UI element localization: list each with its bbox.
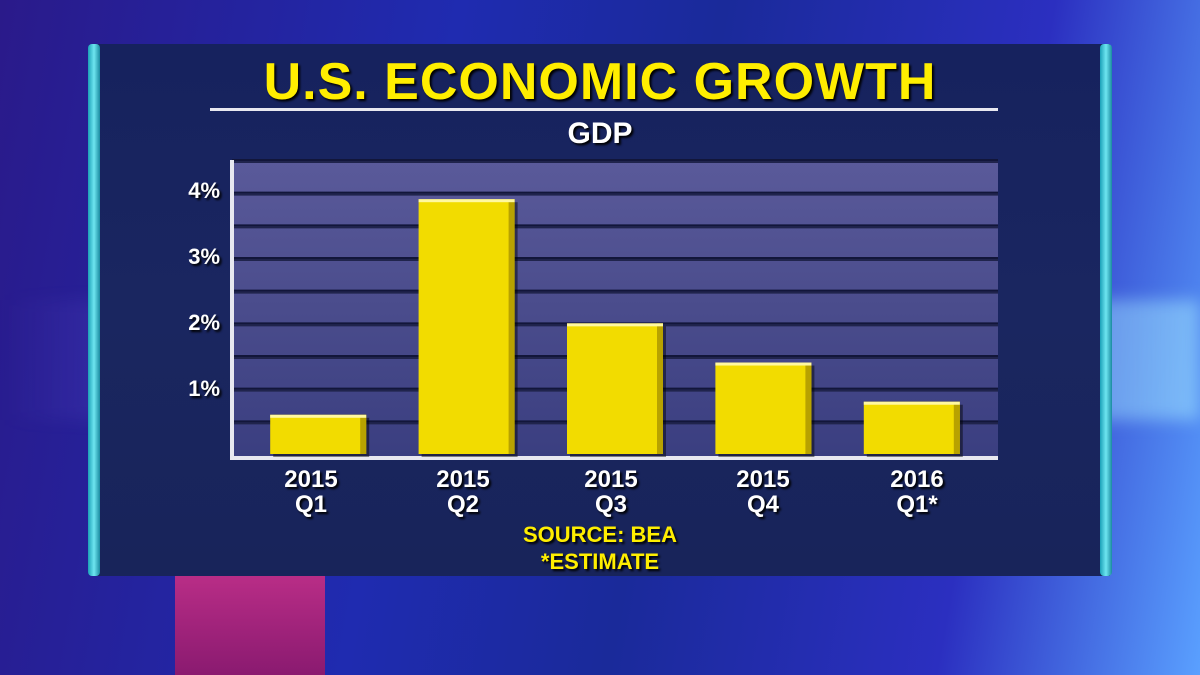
x-tick-quarter: Q4 — [746, 491, 779, 518]
bar-edge-1 — [508, 199, 515, 454]
x-tick-year: 2015 — [436, 466, 490, 493]
chart-title: U.S. ECONOMIC GROWTH — [263, 53, 937, 111]
bar-highlight-4 — [863, 401, 960, 405]
estimate-note: *ESTIMATE — [540, 549, 660, 574]
panel-left-edge — [88, 44, 100, 576]
background-pink-block — [175, 560, 325, 675]
y-tick-label-3: 3% — [188, 244, 220, 269]
bar-highlight-3 — [715, 362, 812, 366]
x-tick-label-2015-q3: 2015 Q3 — [556, 467, 666, 517]
y-tick-label-1: 1% — [188, 376, 220, 401]
x-tick-quarter: Q1* — [896, 491, 938, 518]
bar-edge-2 — [657, 323, 663, 454]
title-divider — [210, 108, 998, 111]
x-tick-year: 2015 — [584, 466, 638, 493]
x-tick-year: 2015 — [284, 466, 338, 493]
bar-highlight-2 — [567, 323, 663, 327]
bar-edge-4 — [953, 401, 960, 454]
bar-highlight-1 — [418, 199, 515, 203]
bar-0 — [270, 414, 367, 454]
bar-4 — [863, 401, 960, 454]
x-tick-label-2016-q1: 2016 Q1* — [862, 467, 972, 517]
x-tick-quarter: Q3 — [594, 491, 627, 518]
x-tick-year: 2016 — [890, 466, 944, 493]
x-tick-label-2015-q1: 2015 Q1 — [256, 467, 366, 517]
y-tick-label-4: 4% — [188, 178, 220, 203]
bar-3 — [715, 362, 812, 454]
source-note: SOURCE: BEA — [522, 522, 677, 547]
bar-edge-0 — [360, 414, 367, 454]
panel-right-edge — [1100, 44, 1112, 576]
x-tick-year: 2015 — [736, 466, 790, 493]
x-tick-quarter: Q2 — [446, 491, 479, 518]
bar-2 — [567, 323, 663, 454]
chart-subtitle: GDP — [567, 117, 633, 150]
bar-edge-3 — [805, 362, 812, 454]
x-tick-label-2015-q2: 2015 Q2 — [408, 467, 518, 517]
bar-1 — [418, 199, 515, 454]
x-tick-label-2015-q4: 2015 Q4 — [708, 467, 818, 517]
y-tick-label-2: 2% — [188, 310, 220, 335]
x-tick-quarter: Q1 — [294, 491, 327, 518]
bar-highlight-0 — [270, 414, 367, 418]
